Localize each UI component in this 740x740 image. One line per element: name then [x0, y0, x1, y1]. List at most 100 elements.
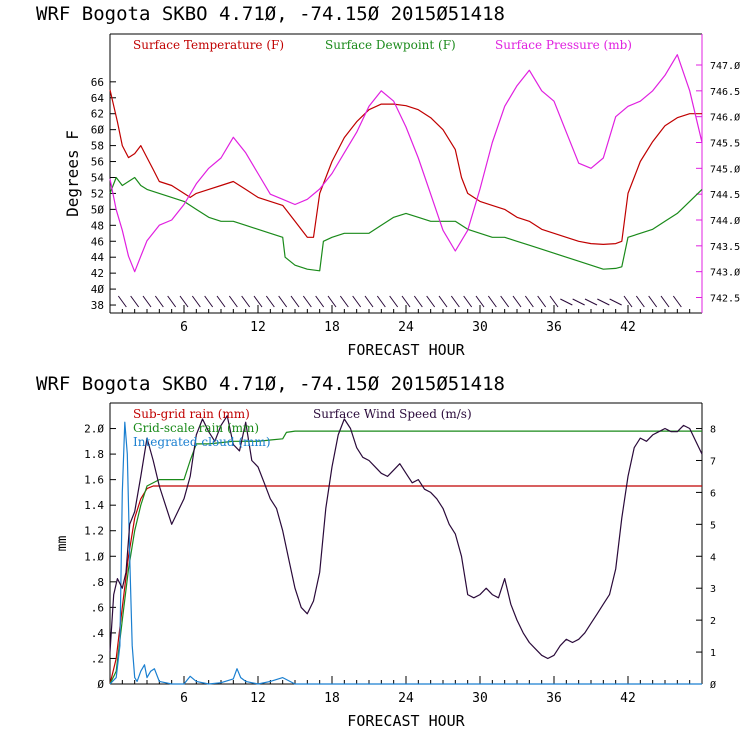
y-left-tick-label: .8: [91, 576, 104, 589]
y-right-tick-label: 743.Ø: [710, 267, 740, 279]
y-left-tick-label: .6: [91, 601, 104, 614]
wind-barb: [327, 295, 337, 308]
y-left-tick-label: 58: [91, 140, 104, 153]
y-right-tick-label: 744.Ø: [710, 215, 740, 227]
wind-barb: [228, 295, 238, 308]
y-right-tick-label: 742.5: [710, 294, 740, 305]
wind-barb: [660, 295, 670, 308]
y-right-tick-label: 747.Ø: [710, 60, 740, 72]
wind-barb: [635, 295, 645, 308]
wind-barb: [167, 295, 177, 308]
y-right-tick-label: 745.5: [710, 139, 740, 150]
y-left-tick-label: 6Ø: [91, 124, 105, 137]
wind-barb: [450, 295, 460, 308]
x-tick-label: 24: [398, 691, 414, 706]
wind-barb: [463, 295, 473, 308]
wind-barb: [253, 295, 263, 308]
y-left-tick-label: 1.2: [84, 525, 104, 538]
x-tick-label: 36: [546, 320, 562, 335]
wind-barb: [549, 295, 559, 308]
legend-subgrid-rain: Sub-grid rain (mm): [133, 407, 250, 421]
wind-barb: [475, 295, 485, 308]
x-tick-label: 30: [472, 691, 488, 706]
x-tick-label: 6: [180, 691, 188, 706]
wind-barb: [438, 295, 448, 308]
y-left-tick-label: 38: [91, 299, 104, 312]
wind-barb: [265, 295, 275, 308]
y-left-tick-label: 4Ø: [91, 283, 105, 296]
gridscale-rain-line: [109, 430, 702, 685]
legend-pressure: Surface Pressure (mb): [495, 38, 632, 52]
pressure-line: [109, 54, 703, 273]
x-tick-label: 12: [250, 691, 266, 706]
wind-barb: [609, 298, 622, 306]
wind-barb: [179, 295, 189, 308]
y-right-tick-label: 743.5: [710, 242, 740, 253]
wind-barb: [142, 295, 152, 308]
y-right-tick-label: 1: [710, 648, 716, 659]
bottom-panel-header: WRF Bogota SKBO 4.71Ø, -74.15Ø 2015Ø5141…: [36, 373, 505, 395]
y-right-tick-label: 7: [710, 456, 716, 467]
y-left-tick-label: 1.Ø: [84, 550, 104, 563]
wind-barb: [597, 298, 610, 306]
wind-barb: [672, 295, 682, 308]
y-right-tick-label: 5: [710, 520, 716, 531]
legend-temperature: Surface Temperature (F): [133, 38, 284, 52]
wind-barb: [560, 298, 573, 306]
wind-barb: [154, 295, 164, 308]
x-tick-label: 42: [620, 320, 636, 335]
y-left-tick-label: 64: [91, 92, 105, 105]
x-tick-label: 18: [324, 691, 340, 706]
x-tick-label: 6: [180, 320, 188, 335]
legend-gridscale-rain: Grid-scale rain (mm): [133, 421, 259, 435]
wind-barb: [339, 295, 349, 308]
y-left-tick-label: 56: [91, 156, 104, 169]
y-right-tick-label: 746.5: [710, 87, 740, 98]
wind-barb: [584, 298, 598, 306]
y-right-tick-label: 744.5: [710, 190, 740, 201]
x-tick-label: 42: [620, 691, 636, 706]
x-tick-label: 30: [472, 320, 488, 335]
y-left-tick-label: 62: [91, 108, 104, 121]
dewpoint-line: [109, 176, 703, 272]
wind-barb: [241, 295, 251, 308]
wind-barb: [500, 295, 510, 308]
wind-barb: [216, 295, 226, 308]
y-right-tick-label: 745.Ø: [710, 163, 740, 175]
y-right-tick-label: 3: [710, 584, 716, 595]
y-left-tick-label: 1.8: [84, 448, 104, 461]
temperature-line: [109, 89, 702, 245]
top-panel: 6 12 18 24 30 36 42 FORECAST HOUR 38 4Ø 42 44 46 48 5Ø…: [63, 33, 740, 359]
wind-barb: [572, 298, 585, 306]
y-left-tick-label: 44: [91, 251, 105, 264]
wind-barb: [426, 295, 436, 308]
y-left-tick-label: 52: [91, 187, 104, 200]
y-right-tick-label: 4: [710, 552, 716, 563]
wind-barb: [302, 295, 312, 308]
y-axis-label: Degrees F: [63, 130, 82, 217]
legend-wind-speed: Surface Wind Speed (m/s): [313, 407, 472, 421]
y-right-tick-label: 6: [710, 488, 716, 499]
y-left-tick-label: 46: [91, 235, 104, 248]
y-axis-label: mm: [55, 536, 70, 552]
wind-barb: [290, 295, 300, 308]
x-axis-label: FORECAST HOUR: [347, 341, 465, 359]
wind-barb: [191, 295, 201, 308]
top-panel-header: WRF Bogota SKBO 4.71Ø, -74.15Ø 2015Ø5141…: [36, 3, 505, 25]
wind-speed-line: [109, 415, 703, 660]
x-tick-label: 18: [324, 320, 340, 335]
wind-barb: [524, 295, 534, 308]
y-right-tick-label: 746.Ø: [710, 112, 740, 124]
wind-barb: [487, 295, 497, 308]
y-right-tick-label: Ø: [710, 679, 716, 691]
x-tick-label: 12: [250, 320, 266, 335]
wind-barb: [623, 295, 633, 308]
wind-barb: [117, 295, 127, 308]
wind-barb: [413, 295, 423, 308]
y-left-tick-label: Ø: [97, 678, 104, 691]
wind-barb: [648, 295, 658, 308]
x-tick-label: 24: [398, 320, 414, 335]
wind-barb: [512, 295, 522, 308]
